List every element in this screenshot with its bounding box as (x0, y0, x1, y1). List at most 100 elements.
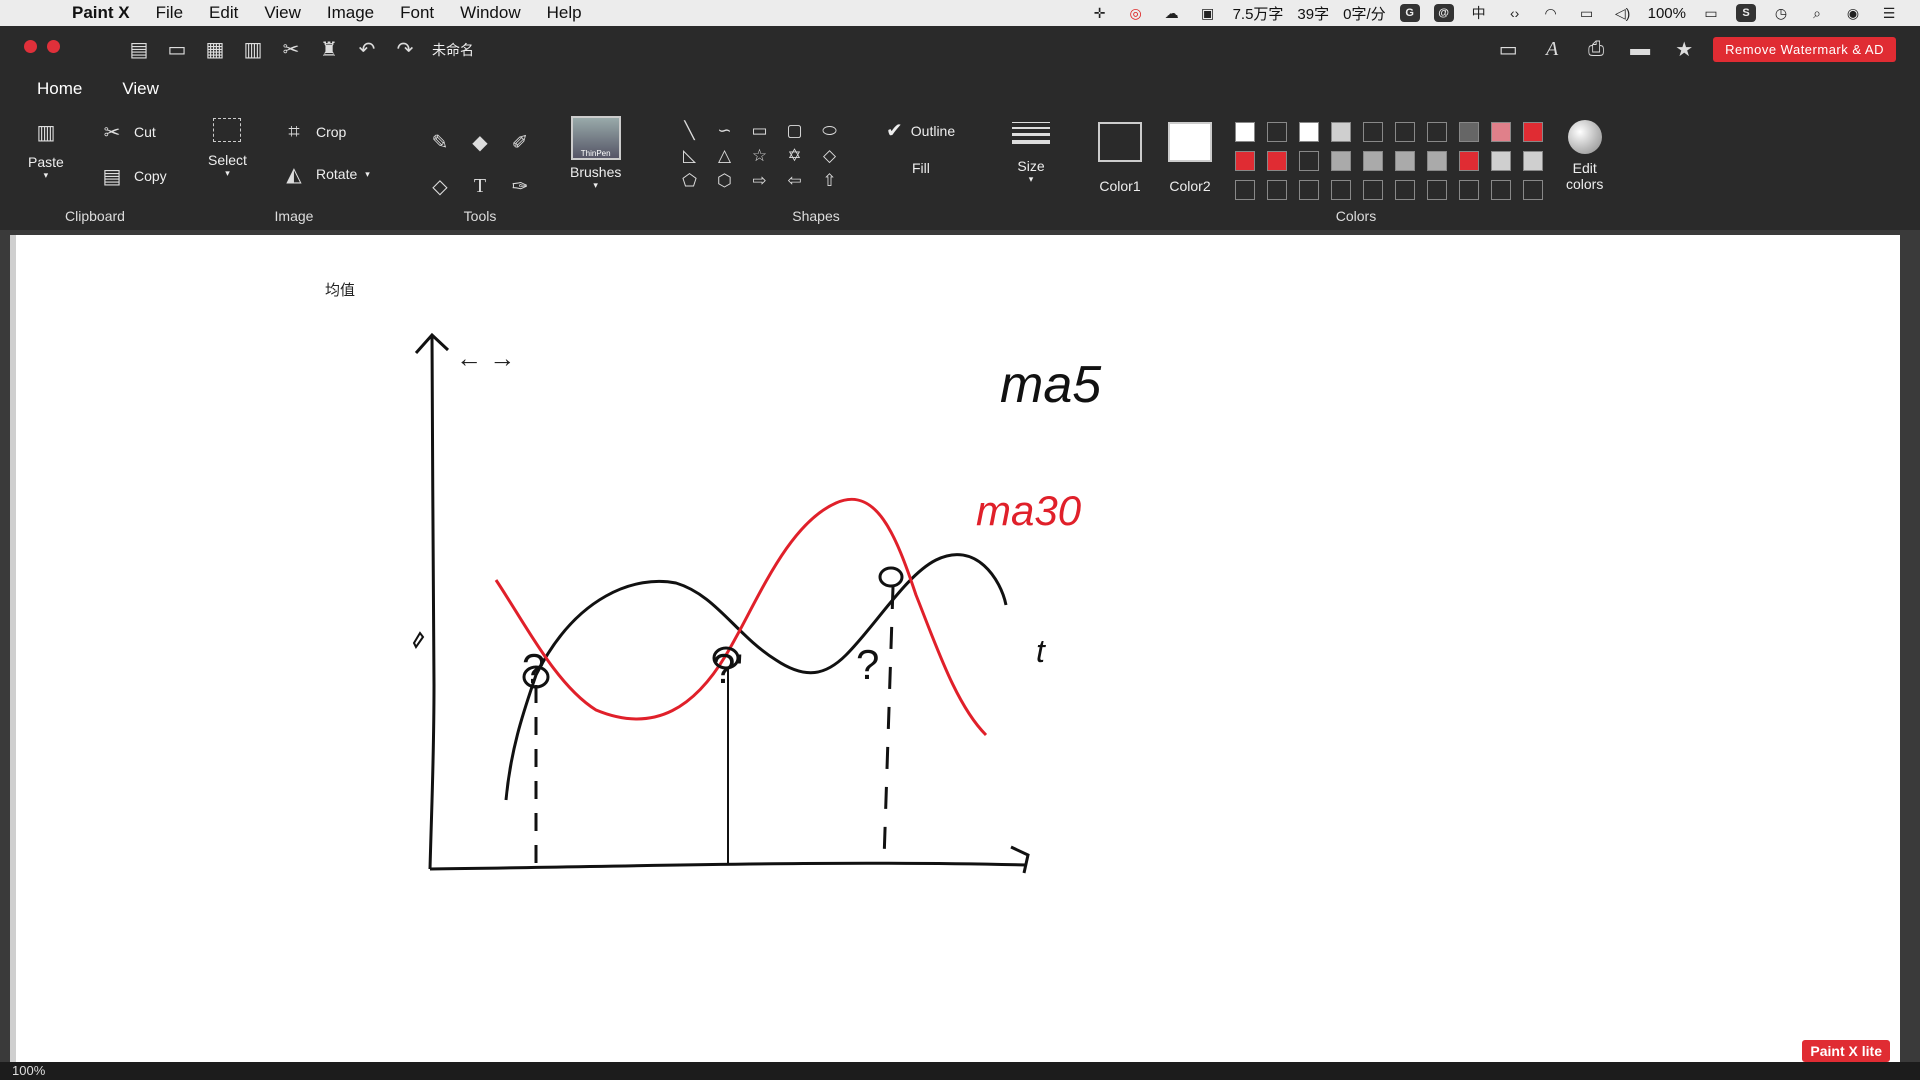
menu-edit[interactable]: Edit (209, 3, 239, 22)
palette-swatch[interactable] (1395, 151, 1415, 171)
palette-swatch[interactable] (1395, 180, 1415, 200)
code-icon[interactable]: ‹› (1509, 5, 1520, 21)
palette-swatch[interactable] (1331, 151, 1351, 171)
palette-swatch[interactable] (1427, 122, 1447, 142)
curve-shape-icon[interactable]: ∽ (717, 120, 732, 140)
pencil-icon[interactable]: ✎ (431, 131, 449, 154)
palette-swatch[interactable] (1267, 180, 1287, 200)
paste-button[interactable]: ▥ Paste ▾ (28, 118, 64, 181)
save-icon[interactable]: ▦ (205, 38, 225, 61)
select-button[interactable]: Select ▾ (208, 118, 247, 179)
palette-swatch[interactable] (1523, 122, 1543, 142)
redo-icon[interactable]: ↷ (396, 38, 414, 61)
cut-icon[interactable]: ✂ (282, 38, 300, 61)
palette-swatch[interactable] (1363, 122, 1383, 142)
palette-swatch[interactable] (1235, 122, 1255, 142)
keyboard-icon[interactable]: ▬ (1630, 37, 1651, 60)
notification-center-icon[interactable]: ☰ (1882, 4, 1896, 21)
font-icon[interactable]: A (1546, 37, 1559, 60)
color2-button[interactable]: Color2 (1168, 122, 1212, 194)
palette-swatch[interactable] (1491, 122, 1511, 142)
rounded-rect-shape-icon[interactable]: ▢ (786, 120, 803, 140)
palette-swatch[interactable] (1523, 180, 1543, 200)
palette-swatch[interactable] (1331, 122, 1351, 142)
input-method[interactable]: 中 (1471, 5, 1486, 21)
size-button[interactable]: Size ▾ (1012, 122, 1050, 185)
remove-watermark-button[interactable]: Remove Watermark & AD (1713, 36, 1896, 62)
window-layout-icon[interactable]: ▭ (1498, 38, 1518, 61)
clear-icon[interactable]: ♜ (320, 38, 338, 61)
star5-shape-icon[interactable]: ☆ (751, 145, 768, 165)
copy-button[interactable]: ▤ Copy (98, 162, 167, 190)
printer-icon[interactable]: ⎙ (1588, 37, 1605, 60)
edit-colors-button[interactable]: Edit colors (1566, 120, 1603, 192)
palette-swatch[interactable] (1427, 180, 1447, 200)
screen-icon[interactable]: ▣ (1200, 4, 1215, 21)
sogou-icon[interactable]: S (1736, 4, 1756, 22)
palette-swatch[interactable] (1363, 151, 1383, 171)
arrow-right-shape-icon[interactable]: ⇨ (752, 170, 767, 190)
palette-swatch[interactable] (1235, 151, 1255, 171)
open-folder-icon[interactable]: ▭ (167, 38, 187, 61)
clock-icon[interactable]: ◷ (1774, 4, 1788, 21)
spray-icon[interactable]: ✐ (511, 131, 529, 154)
line-shape-icon[interactable]: ╲ (684, 120, 695, 140)
palette-swatch[interactable] (1299, 180, 1319, 200)
ellipse-shape-icon[interactable]: ⬭ (822, 120, 837, 140)
rotate-button[interactable]: ◭ Rotate ▾ (280, 160, 369, 188)
palette-swatch[interactable] (1459, 122, 1479, 142)
star-icon[interactable]: ★ (1675, 38, 1694, 61)
menu-view[interactable]: View (264, 3, 301, 22)
palette-swatch[interactable] (1459, 151, 1479, 171)
arrow-up-shape-icon[interactable]: ⇧ (822, 170, 837, 190)
recorder-icon[interactable]: ◎ (1129, 4, 1142, 21)
menu-file[interactable]: File (155, 3, 184, 22)
close-window-icon[interactable] (24, 40, 37, 53)
siri-icon[interactable]: ◉ (1846, 4, 1860, 21)
fill-bucket-icon[interactable]: ◇ (432, 175, 448, 198)
palette-swatch[interactable] (1267, 122, 1287, 142)
hexagon-shape-icon[interactable]: ⬡ (717, 170, 732, 190)
right-triangle-shape-icon[interactable]: ◺ (682, 145, 697, 165)
airplay-icon[interactable]: ▭ (1580, 4, 1594, 21)
arrow-left-shape-icon[interactable]: ⇦ (787, 170, 802, 190)
rectangle-shape-icon[interactable]: ▭ (751, 120, 768, 140)
cut-button[interactable]: ✂ Cut (98, 118, 156, 146)
new-file-icon[interactable]: ▤ (129, 38, 149, 61)
volume-icon[interactable]: ◁) (1614, 4, 1631, 21)
outline-button[interactable]: ✔ Outline (886, 118, 955, 143)
app-badge-icon[interactable]: G (1399, 4, 1420, 22)
palette-swatch[interactable] (1427, 151, 1447, 171)
cloud-icon[interactable]: ☁ (1164, 4, 1179, 21)
diamond-shape-icon[interactable]: ◇ (822, 145, 837, 165)
menu-font[interactable]: Font (400, 3, 435, 22)
palette-swatch[interactable] (1395, 122, 1415, 142)
tab-home[interactable]: Home (37, 79, 83, 98)
palette-swatch[interactable] (1491, 151, 1511, 171)
pin-icon[interactable]: ✛ (1093, 4, 1106, 21)
search-icon[interactable]: ⌕ (1813, 4, 1821, 21)
minimize-window-icon[interactable] (47, 40, 60, 53)
palette-swatch[interactable] (1299, 122, 1319, 142)
brushes-button[interactable]: ThinPen Brushes ▾ (570, 116, 621, 191)
palette-swatch[interactable] (1459, 180, 1479, 200)
app-badge-icon-2[interactable]: @ (1433, 4, 1454, 22)
tab-view[interactable]: View (122, 79, 159, 98)
palette-swatch[interactable] (1363, 180, 1383, 200)
menu-window[interactable]: Window (460, 3, 521, 22)
palette-swatch[interactable] (1331, 180, 1351, 200)
undo-icon[interactable]: ↶ (358, 38, 376, 61)
print-icon[interactable]: ▥ (243, 38, 263, 61)
palette-swatch[interactable] (1267, 151, 1287, 171)
menu-help[interactable]: Help (546, 3, 582, 22)
palette-swatch[interactable] (1523, 151, 1543, 171)
triangle-shape-icon[interactable]: △ (717, 145, 732, 165)
palette-swatch[interactable] (1491, 180, 1511, 200)
pentagon-shape-icon[interactable]: ⬠ (682, 170, 697, 190)
text-tool-icon[interactable]: T (473, 174, 487, 197)
color1-button[interactable]: Color1 (1098, 122, 1142, 194)
eraser-icon[interactable]: ◆ (472, 131, 488, 154)
wifi-icon[interactable]: ◠ (1544, 4, 1557, 21)
palette-swatch[interactable] (1235, 180, 1255, 200)
star6-shape-icon[interactable]: ✡ (787, 145, 802, 165)
